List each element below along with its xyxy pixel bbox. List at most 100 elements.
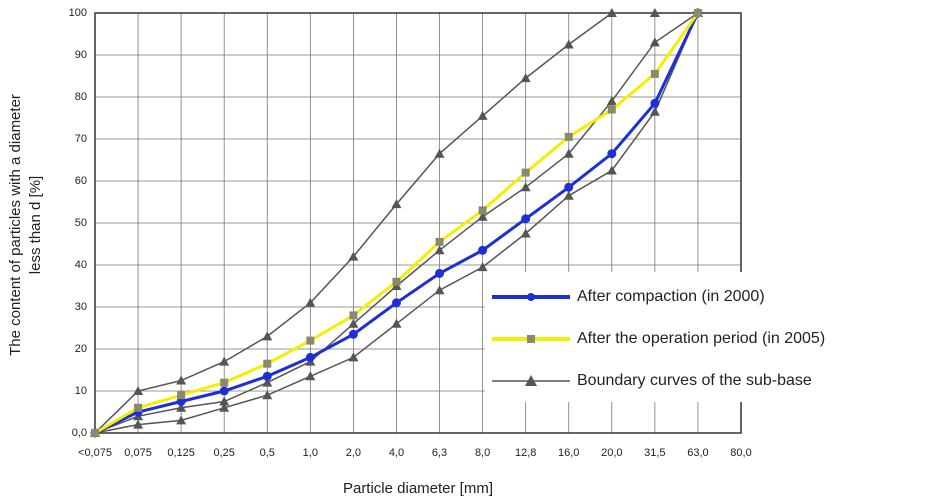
point: [477, 262, 488, 272]
x-axis-label: Particle diameter [mm]: [343, 480, 493, 497]
point: [134, 403, 143, 412]
point: [348, 329, 358, 339]
point: [305, 352, 315, 362]
point: [348, 318, 359, 328]
y-tick-label: 90: [75, 49, 87, 61]
x-tick-label: 16,0: [558, 447, 579, 459]
point: [650, 98, 660, 108]
point: [564, 182, 574, 192]
x-tick-label: 8,0: [475, 447, 490, 459]
point: [606, 96, 617, 106]
y-tick-label: 60: [75, 175, 87, 187]
point: [520, 182, 531, 192]
x-tick-label: 1,0: [303, 447, 318, 459]
point: [306, 336, 315, 345]
point: [220, 378, 229, 387]
y-tick-label: 50: [75, 217, 87, 229]
point: [564, 132, 573, 141]
x-tick-label: 12,8: [515, 447, 536, 459]
legend-text: After the operation period (in 2005): [577, 330, 825, 347]
point: [649, 106, 660, 116]
point: [391, 199, 402, 209]
x-tick-label: 31,5: [644, 447, 665, 459]
point: [693, 9, 702, 17]
y-tick-label: 80: [75, 91, 87, 103]
point: [133, 419, 144, 429]
point: [262, 377, 273, 387]
point: [520, 228, 531, 238]
point: [262, 331, 273, 341]
point: [478, 245, 488, 255]
y-axis-label: The content of particles with a diameter: [7, 94, 24, 356]
x-tick-label: 0,125: [167, 447, 195, 459]
point: [606, 8, 617, 17]
point: [477, 110, 488, 120]
y-tick-label: 20: [75, 343, 87, 355]
point: [650, 69, 659, 78]
point: [649, 37, 660, 47]
legend-marker: [527, 293, 535, 301]
legend-text: Boundary curves of the sub-base: [577, 372, 812, 389]
legend-marker: [525, 375, 537, 386]
y-axis-label: less than d [%]: [27, 176, 44, 274]
point: [434, 285, 445, 295]
point: [563, 148, 574, 158]
point: [219, 386, 229, 396]
y-tick-label: 0,0: [72, 427, 87, 439]
point: [563, 39, 574, 49]
legend-text: After compaction (in 2000): [577, 288, 765, 305]
x-tick-label: 2,0: [346, 447, 361, 459]
point: [649, 8, 660, 17]
point: [607, 149, 617, 159]
point: [177, 391, 186, 400]
y-tick-label: 70: [75, 133, 87, 145]
point: [176, 402, 187, 412]
point: [391, 298, 401, 308]
x-tick-label: <0,075: [78, 447, 112, 459]
point: [176, 415, 187, 425]
point: [435, 237, 444, 246]
point: [262, 371, 272, 381]
point: [434, 245, 445, 255]
point: [348, 352, 359, 362]
point: [521, 168, 530, 177]
point: [262, 390, 273, 400]
x-tick-label: 20,0: [601, 447, 622, 459]
x-tick-label: 0,25: [213, 447, 234, 459]
point: [176, 375, 187, 385]
x-tick-label: 0,5: [260, 447, 275, 459]
point: [435, 268, 445, 278]
point: [392, 277, 401, 286]
point: [219, 402, 230, 412]
point: [521, 214, 531, 224]
point: [219, 396, 230, 406]
legend-marker: [527, 335, 535, 343]
x-tick-label: 63,0: [687, 447, 708, 459]
x-tick-label: 4,0: [389, 447, 404, 459]
point: [606, 165, 617, 175]
x-tick-label: 80,0: [730, 447, 751, 459]
point: [305, 297, 316, 307]
point: [263, 359, 272, 368]
plot-frame: [94, 12, 742, 434]
y-tick-label: 30: [75, 301, 87, 313]
point: [434, 148, 445, 158]
point: [219, 356, 230, 366]
point: [478, 206, 487, 215]
point: [607, 105, 616, 114]
point: [133, 386, 144, 395]
y-tick-label: 100: [69, 7, 87, 19]
point: [349, 311, 358, 320]
point: [391, 318, 402, 328]
point: [348, 251, 359, 261]
x-tick-label: 0,075: [124, 447, 152, 459]
point: [305, 371, 316, 381]
point: [477, 211, 488, 221]
point: [91, 429, 99, 437]
y-tick-label: 10: [75, 385, 87, 397]
y-tick-label: 40: [75, 259, 87, 271]
point: [563, 190, 574, 200]
point: [520, 73, 531, 83]
x-tick-label: 6,3: [432, 447, 447, 459]
